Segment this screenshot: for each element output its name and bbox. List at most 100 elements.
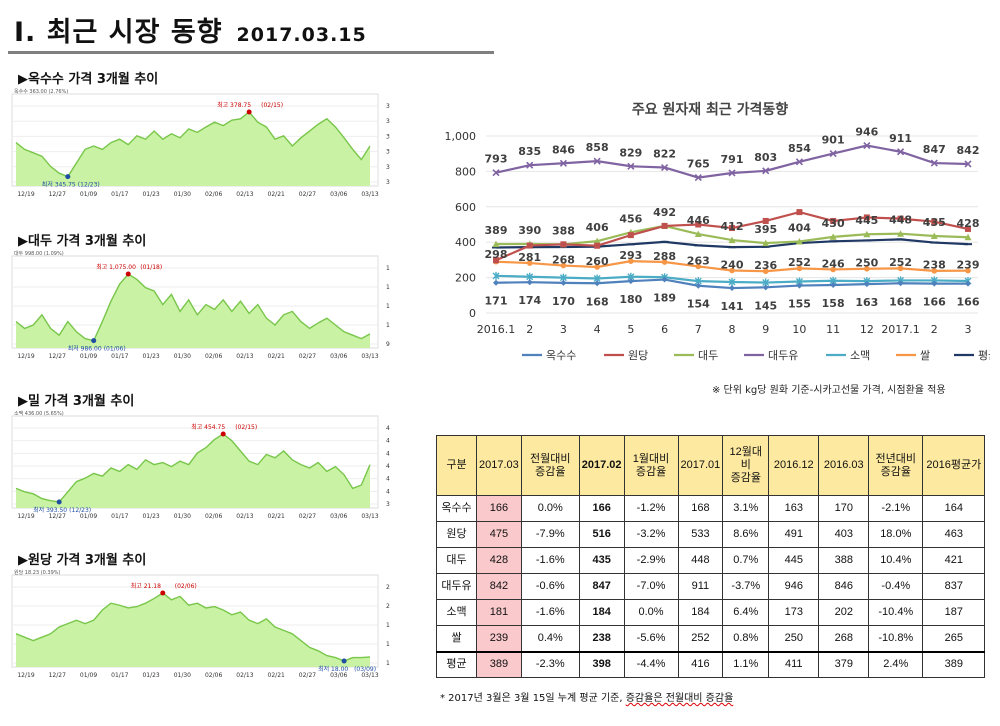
data-label: 448 [889, 214, 912, 227]
x-tick-label: 12/19 [17, 191, 34, 198]
legend-label: 소맥 [850, 349, 870, 362]
high-label: 최고 378.75 [217, 101, 251, 109]
data-label: 158 [822, 297, 845, 310]
x-tick-label: 01/23 [142, 513, 159, 520]
series-point [627, 162, 635, 170]
table-cell: -3.7% [722, 573, 770, 600]
x-tick-label: 01/09 [80, 672, 97, 679]
data-label: 445 [855, 214, 878, 227]
row-label: 소맥 [436, 599, 477, 626]
data-label: 250 [855, 257, 878, 270]
data-label: 268 [552, 253, 575, 266]
data-label: 404 [788, 221, 811, 234]
data-label: 170 [552, 295, 575, 308]
data-label: 239 [957, 259, 980, 272]
x-tick-label: 01/23 [142, 191, 159, 198]
series-point [694, 230, 702, 238]
series-point [493, 257, 499, 264]
high-date: (02/15) [235, 424, 257, 431]
y-tick-label: 363.00 [386, 133, 390, 140]
price-area [16, 112, 370, 186]
series-point [728, 236, 736, 244]
series-point [729, 225, 735, 232]
y-tick-label: 1,040.00 [386, 284, 390, 291]
table-cell: -7.0% [623, 573, 679, 600]
series-point [593, 157, 601, 165]
series-point [628, 258, 634, 264]
x-tick-label: 12/27 [49, 353, 66, 360]
x-tick-label: 01/09 [80, 513, 97, 520]
y-tick-label: 18.30 [386, 660, 390, 667]
table-cell: 847 [578, 573, 625, 600]
data-label: 260 [586, 255, 609, 268]
x-tick-label: 12/19 [17, 353, 34, 360]
series-point [526, 260, 533, 266]
low-label: 최저 393.50 [33, 506, 67, 514]
series-point [560, 279, 567, 286]
table-cell: 837 [922, 573, 986, 600]
row-label: 쌀 [436, 625, 477, 652]
x-tick-label: 12/27 [49, 513, 66, 520]
table-cell: -0.4% [868, 573, 924, 600]
data-label: 288 [653, 250, 676, 263]
table-cell: -2.1% [868, 495, 924, 522]
x-tick-label: 03/13 [361, 191, 378, 198]
data-label: 846 [552, 143, 575, 156]
table-cell: -7.9% [520, 521, 580, 548]
table-cell: 202 [818, 599, 870, 626]
table-cell: 265 [922, 625, 986, 652]
row-label: 대두유 [436, 573, 477, 600]
price-line [15, 111, 371, 178]
x-tick-label: 02/21 [268, 513, 285, 520]
data-label: 842 [957, 144, 980, 157]
data-label: 189 [653, 292, 676, 305]
x-tick-label: 03/13 [361, 513, 378, 520]
table-cell: 163 [768, 495, 820, 522]
table-cell: 0.4% [520, 625, 580, 652]
table-cell: 389 [476, 650, 522, 678]
series-point [830, 282, 837, 289]
series-point [863, 281, 870, 288]
data-label: 435 [923, 216, 946, 229]
x-tick-label: 02/21 [268, 191, 285, 198]
column-header: 2017.01 [677, 435, 724, 496]
data-label: 389 [485, 224, 508, 237]
x-tick-label: 03/06 [330, 513, 347, 520]
table-cell: 164 [922, 495, 986, 522]
column-header: 2016평균가 [922, 435, 986, 496]
data-label: 252 [889, 256, 912, 269]
table-cell: 421 [922, 547, 986, 574]
row-label: 원당 [436, 521, 477, 548]
table-cell: 516 [578, 521, 625, 548]
y-tick-label: 1,000 [445, 130, 477, 143]
x-tick-label: 02/06 [205, 513, 222, 520]
y-tick-label: 1,060.00 [386, 265, 390, 272]
price-line [15, 592, 371, 662]
x-tick-label: 02/27 [299, 191, 316, 198]
table-cell: 411 [768, 650, 820, 678]
y-tick-label: 18.90 [386, 641, 390, 648]
column-header: 2016.12 [768, 435, 820, 496]
series-point [864, 265, 870, 272]
chart-unit-note: ※ 단위 kg당 원화 기준-시카고선물 가격, 시점환율 적용 [712, 385, 946, 396]
series-point [863, 230, 871, 238]
series-point [964, 233, 972, 241]
x-tick-label: 01/17 [111, 672, 128, 679]
x-tick-label: 01/30 [174, 672, 191, 679]
x-tick-label: 8 [729, 323, 736, 336]
table-cell: 170 [818, 495, 870, 522]
legend-label: 소맥 436.00 (5.65%) [14, 410, 64, 417]
table-cell: 398 [578, 650, 625, 678]
table-cell: -2.9% [623, 547, 679, 574]
table-cell: 252 [677, 625, 724, 652]
x-tick-label: 01/17 [111, 513, 128, 520]
low-marker [56, 499, 62, 505]
series-point [796, 282, 803, 289]
table-cell: 416 [677, 650, 724, 678]
column-header: 2017.03 [476, 435, 522, 496]
low-marker [65, 174, 71, 180]
high-marker [125, 271, 131, 277]
table-header-row: 구분 2017.03 전월대비 증감율 2017.02 1월대비 증감율 2017.01 12월… [436, 435, 986, 496]
series-point [762, 284, 769, 291]
table-cell: 2.4% [868, 650, 924, 678]
